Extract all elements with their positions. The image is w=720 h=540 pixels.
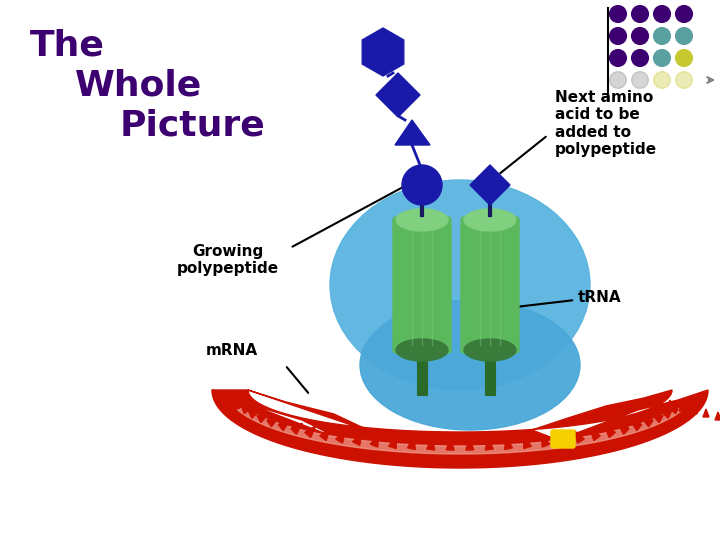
Circle shape [631, 50, 649, 66]
Circle shape [675, 5, 693, 22]
Polygon shape [679, 403, 685, 411]
Polygon shape [389, 436, 396, 449]
Circle shape [610, 5, 626, 22]
Text: Whole: Whole [75, 68, 202, 102]
Polygon shape [267, 417, 279, 427]
Ellipse shape [464, 209, 516, 231]
Circle shape [631, 28, 649, 44]
Polygon shape [408, 437, 415, 449]
Polygon shape [541, 435, 549, 447]
Polygon shape [505, 437, 513, 449]
Polygon shape [575, 431, 584, 443]
Polygon shape [446, 438, 454, 450]
Circle shape [610, 50, 626, 66]
Text: tRNA: tRNA [578, 291, 621, 306]
Circle shape [654, 5, 670, 22]
Polygon shape [248, 410, 261, 418]
Polygon shape [291, 423, 302, 434]
Polygon shape [395, 120, 430, 145]
Ellipse shape [360, 300, 580, 430]
Polygon shape [630, 420, 642, 431]
Polygon shape [641, 417, 653, 427]
Polygon shape [336, 431, 346, 443]
Ellipse shape [464, 339, 516, 361]
Polygon shape [320, 429, 330, 441]
Circle shape [654, 50, 670, 66]
Text: mRNA: mRNA [206, 343, 258, 358]
Polygon shape [212, 390, 708, 468]
Polygon shape [427, 437, 435, 450]
Polygon shape [257, 413, 269, 423]
Polygon shape [376, 73, 420, 117]
Polygon shape [590, 429, 600, 441]
Text: The: The [30, 28, 105, 62]
Polygon shape [242, 406, 254, 414]
Polygon shape [523, 436, 531, 449]
FancyBboxPatch shape [393, 217, 451, 353]
Circle shape [631, 5, 649, 22]
Polygon shape [305, 426, 315, 437]
Ellipse shape [330, 180, 590, 390]
Polygon shape [666, 406, 678, 414]
Polygon shape [667, 400, 673, 408]
Polygon shape [353, 433, 361, 446]
Polygon shape [362, 28, 404, 76]
Text: Picture: Picture [120, 108, 266, 142]
FancyBboxPatch shape [461, 217, 519, 353]
Polygon shape [671, 401, 684, 409]
Polygon shape [466, 438, 474, 450]
FancyBboxPatch shape [551, 430, 575, 448]
Polygon shape [655, 397, 661, 405]
Polygon shape [238, 407, 683, 454]
Circle shape [675, 50, 693, 66]
Text: Next amino
acid to be
added to
polypeptide: Next amino acid to be added to polypepti… [555, 90, 657, 157]
Ellipse shape [396, 339, 448, 361]
Polygon shape [470, 165, 510, 205]
Polygon shape [659, 410, 672, 418]
Circle shape [610, 28, 626, 44]
Polygon shape [703, 409, 709, 417]
Circle shape [631, 72, 649, 89]
Circle shape [675, 72, 693, 89]
Polygon shape [618, 423, 629, 434]
Polygon shape [370, 435, 379, 447]
Circle shape [675, 28, 693, 44]
Polygon shape [691, 406, 697, 414]
Circle shape [654, 28, 670, 44]
Polygon shape [236, 401, 249, 409]
Text: Growing
polypeptide: Growing polypeptide [177, 244, 279, 276]
Polygon shape [715, 412, 720, 420]
Ellipse shape [396, 209, 448, 231]
Polygon shape [278, 420, 290, 431]
Circle shape [654, 72, 670, 89]
Polygon shape [559, 433, 567, 446]
Circle shape [610, 72, 626, 89]
Circle shape [402, 165, 442, 205]
Polygon shape [485, 437, 493, 450]
Polygon shape [604, 426, 616, 437]
Polygon shape [651, 413, 663, 423]
